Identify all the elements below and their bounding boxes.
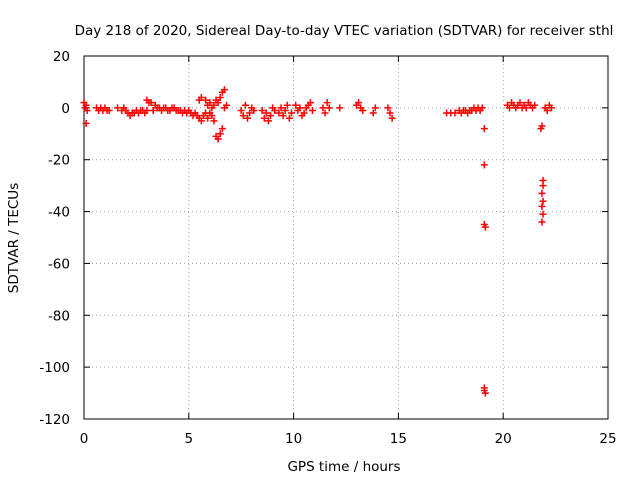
data-point (241, 101, 249, 109)
x-tick-label: 5 (185, 431, 194, 447)
data-point (105, 106, 113, 114)
x-tick-label: 20 (495, 431, 512, 447)
data-point (197, 117, 205, 125)
x-tick-label: 0 (80, 431, 89, 447)
data-point (243, 114, 251, 122)
data-point (114, 104, 122, 112)
plot-frame (83, 55, 609, 420)
y-tick-label: -40 (48, 205, 70, 221)
data-point (480, 125, 488, 133)
y-tick-label: 20 (53, 49, 70, 65)
data-point (214, 99, 222, 107)
data-point (325, 104, 333, 112)
data-point (451, 109, 459, 117)
data-point (143, 106, 151, 114)
data-point (264, 117, 272, 125)
data-point (239, 112, 247, 120)
y-tick-label: 0 (61, 101, 70, 117)
data-point (384, 104, 392, 112)
data-point (250, 106, 258, 114)
data-point (539, 182, 547, 190)
data-point (214, 135, 222, 143)
data-point (522, 104, 530, 112)
data-point (369, 109, 377, 117)
data-point (543, 106, 551, 114)
data-point (218, 125, 226, 133)
data-point (83, 106, 91, 114)
data-point (206, 99, 214, 107)
data-point (308, 106, 316, 114)
data-point (481, 223, 489, 231)
x-tick-label: 10 (285, 431, 302, 447)
data-point (246, 109, 254, 117)
data-point (82, 101, 90, 109)
data-point (216, 130, 224, 138)
data-point (386, 109, 394, 117)
data-point (216, 93, 224, 101)
y-tick-label: -60 (48, 256, 70, 272)
chart-title: Day 218 of 2020, Sidereal Day-to-day VTE… (75, 23, 614, 39)
data-point (220, 86, 228, 94)
data-point (359, 106, 367, 114)
data-point (223, 101, 231, 109)
data-point (371, 104, 379, 112)
data-point (531, 101, 539, 109)
y-tick-label: -120 (39, 412, 70, 428)
data-point (539, 210, 547, 218)
data-point (267, 112, 275, 120)
data-points (80, 86, 555, 397)
data-point (538, 218, 546, 226)
data-point (260, 114, 268, 122)
data-point (281, 106, 289, 114)
axis-ticks: 0 5 10 15 20 25 20 0 -20 -40 -60 -80 -100 -120 (39, 49, 616, 447)
data-point (237, 106, 245, 114)
data-point (480, 161, 488, 169)
data-point (277, 104, 285, 112)
data-point (208, 112, 216, 120)
data-point (202, 96, 210, 104)
data-point (283, 101, 291, 109)
data-point (516, 99, 524, 107)
data-point (539, 197, 547, 205)
data-point (480, 386, 488, 394)
data-point (336, 104, 344, 112)
data-point (388, 114, 396, 122)
x-tick-label: 25 (599, 431, 616, 447)
y-tick-label: -20 (48, 153, 70, 169)
data-point (321, 109, 329, 117)
data-point (285, 114, 293, 122)
data-point (82, 119, 90, 127)
data-point (204, 114, 212, 122)
data-point (147, 99, 155, 107)
data-point (538, 122, 546, 130)
data-point (288, 109, 296, 117)
y-axis-label: SDTVAR / TECUs (6, 183, 22, 293)
data-point (279, 112, 287, 120)
y-tick-label: -80 (48, 308, 70, 324)
data-point (296, 104, 304, 112)
data-point (258, 106, 266, 114)
data-point (478, 104, 486, 112)
data-point (149, 106, 157, 114)
x-tick-label: 15 (390, 431, 407, 447)
data-point (306, 99, 314, 107)
x-axis-label: GPS time / hours (287, 459, 400, 475)
data-point (538, 202, 546, 210)
data-point (319, 104, 327, 112)
data-point (197, 93, 205, 101)
data-point (505, 104, 513, 112)
data-point (292, 101, 300, 109)
data-point (262, 109, 270, 117)
data-point (271, 106, 279, 114)
data-point (355, 99, 363, 107)
data-point (547, 104, 555, 112)
data-point (275, 109, 283, 117)
y-tick-label: -100 (39, 360, 70, 376)
data-point (300, 109, 308, 117)
data-point (538, 189, 546, 197)
data-point (210, 101, 218, 109)
data-point (210, 117, 218, 125)
data-point (323, 99, 331, 107)
